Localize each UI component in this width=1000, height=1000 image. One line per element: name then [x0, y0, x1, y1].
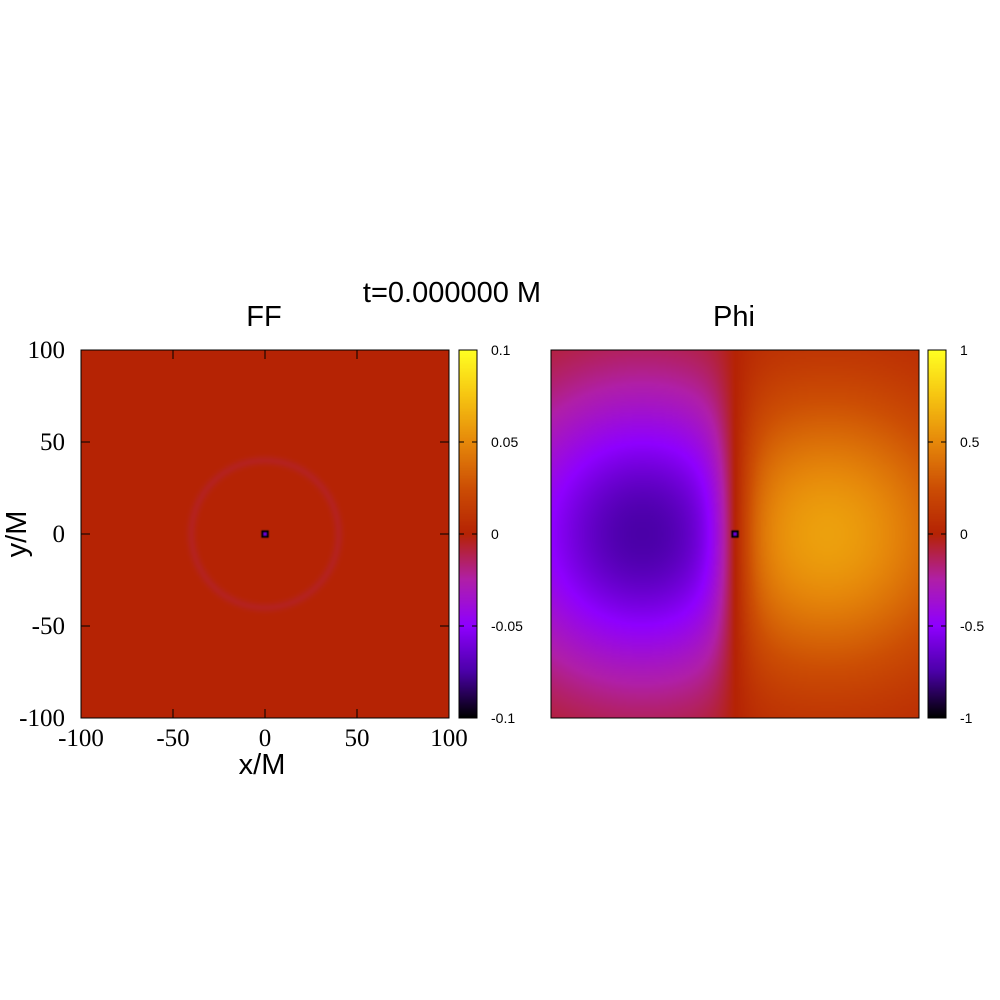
ff-colorbar-ticks: 0.1 0.05 0 -0.05 -0.1: [459, 342, 523, 726]
ff-colorbar-tick-label: 0.05: [491, 434, 518, 450]
ff-x-tick-label: -100: [58, 725, 104, 752]
ff-colorbar-tick-label: 0: [491, 526, 499, 542]
ff-x-tick-label: -50: [156, 725, 189, 752]
ff-ylabel: y/M: [1, 511, 33, 558]
phi-colorbar-tick-label: 0: [960, 526, 968, 542]
ff-panel: FF -100 -50 0 50 100 -100 -50 0 50 100 x/M y/M 0…: [1, 301, 523, 781]
phi-colorbar-tick-label: 0.5: [960, 434, 980, 450]
ff-y-tick-label: 100: [28, 337, 66, 364]
ff-x-tick-label: 0: [259, 725, 272, 752]
ff-colorbar-tick-label: 0.1: [491, 342, 511, 358]
ff-title: FF: [246, 301, 281, 333]
phi-colorbar-tick-label: -0.5: [960, 618, 984, 634]
phi-colorbar-ticks: 1 0.5 0 -0.5 -1: [928, 342, 984, 726]
phi-plot-frame: [550, 349, 920, 719]
ff-heatmap: [81, 350, 449, 718]
ff-y-tick-label: -100: [19, 705, 65, 732]
ff-y-tick-label: -50: [32, 613, 65, 640]
ff-xlabel: x/M: [239, 749, 286, 781]
ff-y-tick-label: 50: [40, 429, 65, 456]
figure-title: t=0.000000 M: [363, 277, 541, 309]
ff-x-tick-labels: -100 -50 0 50 100: [58, 725, 468, 752]
ff-plot-frame: [80, 349, 450, 719]
ff-y-tick-label: 0: [53, 521, 66, 548]
phi-panel: Phi 1 0.5 0 -0.5 -1: [550, 301, 984, 726]
phi-title: Phi: [713, 301, 755, 333]
ff-y-tick-labels: -100 -50 0 50 100: [19, 337, 65, 732]
phi-heatmap: [551, 350, 919, 718]
phi-colorbar-tick-label: 1: [960, 342, 968, 358]
ff-colorbar-tick-label: -0.05: [491, 618, 523, 634]
ff-x-tick-label: 50: [345, 725, 370, 752]
phi-colorbar-tick-label: -1: [960, 710, 973, 726]
ff-colorbar-tick-label: -0.1: [491, 710, 515, 726]
ff-x-tick-label: 100: [430, 725, 468, 752]
